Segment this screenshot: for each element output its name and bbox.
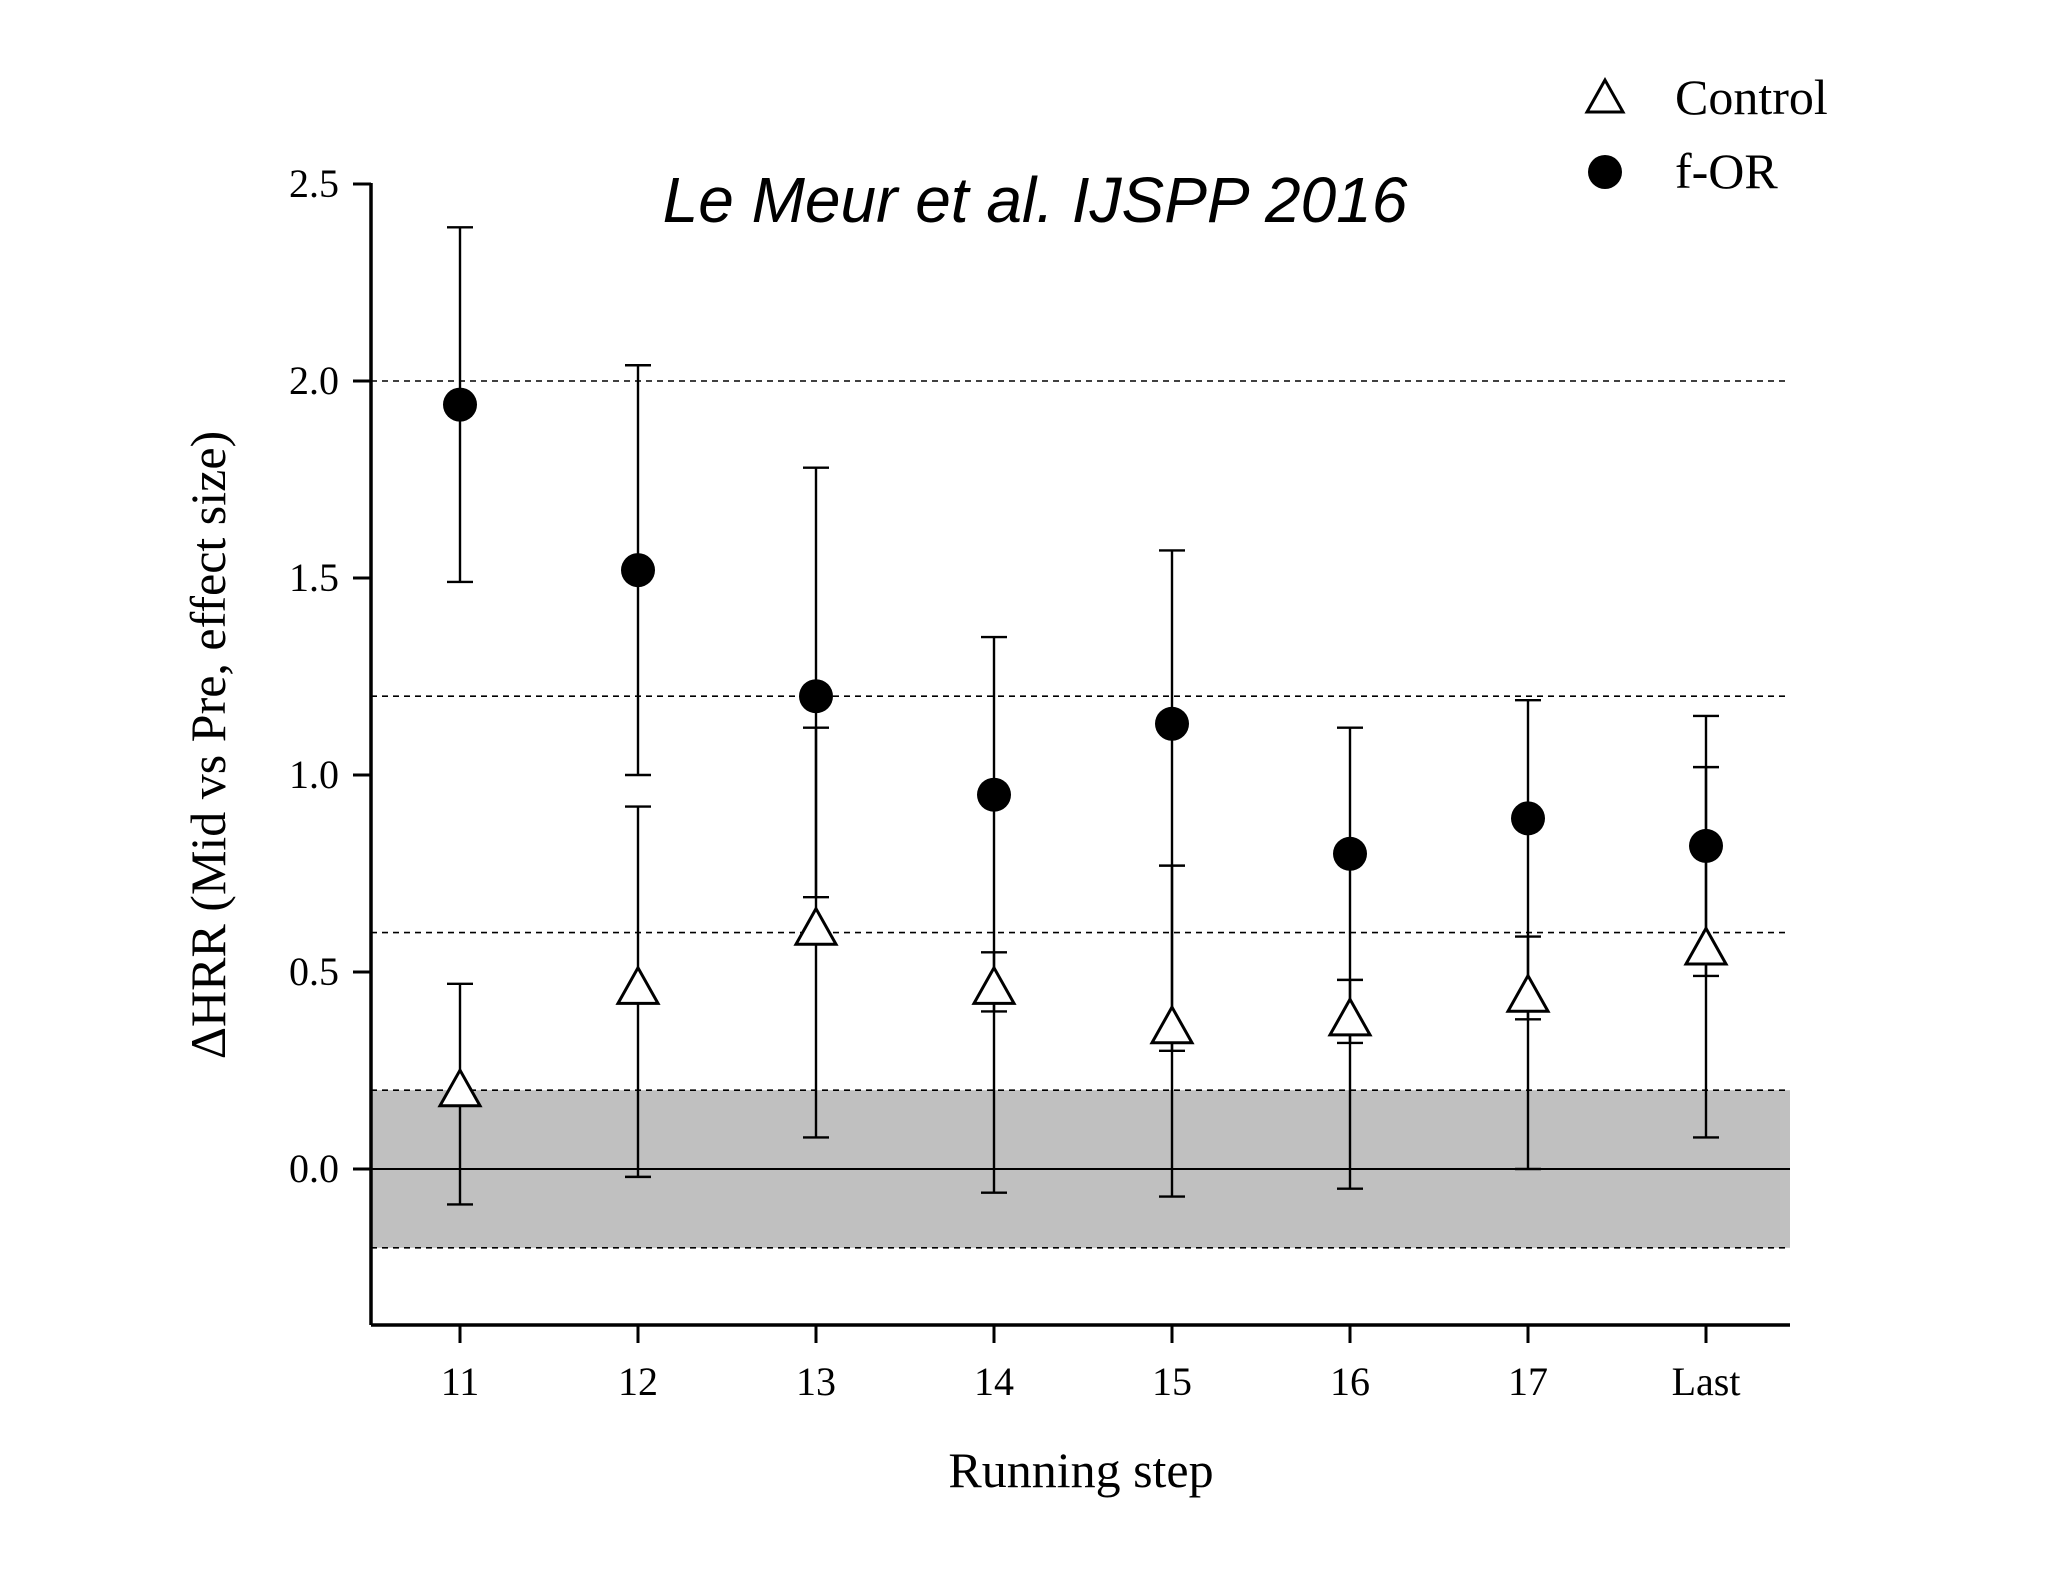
y-tick-label: 1.5 xyxy=(289,555,339,600)
x-tick-label: Last xyxy=(1672,1359,1741,1404)
y-tick-label: 1.0 xyxy=(289,752,339,797)
legend-label: Control xyxy=(1675,69,1828,125)
f-or-point xyxy=(621,553,655,588)
f-or-point xyxy=(799,679,833,714)
f-or-point xyxy=(1155,706,1189,741)
legend: Control f-OR xyxy=(1584,69,1828,199)
x-tick-label: 13 xyxy=(796,1359,836,1404)
x-tick-label: 17 xyxy=(1508,1359,1548,1404)
f-or-error-bar xyxy=(1515,698,1541,1021)
x-tick-label: 11 xyxy=(441,1359,480,1404)
control-point xyxy=(971,964,1017,1005)
control-point xyxy=(1149,1004,1195,1045)
legend-marker xyxy=(1588,155,1622,189)
f-or-point xyxy=(977,777,1011,812)
x-tick-label: 14 xyxy=(974,1359,1014,1404)
y-tick-label: 0.5 xyxy=(289,949,339,994)
f-or-point xyxy=(1689,828,1723,863)
f-or-point xyxy=(1333,836,1367,871)
y-axis-title: ΔHRR (Mid vs Pre, effect size) xyxy=(180,431,236,1059)
f-or-point xyxy=(443,387,477,422)
error-bars-layer xyxy=(447,226,1719,1206)
x-axis-title: Running step xyxy=(948,1442,1213,1498)
control-point xyxy=(793,905,839,946)
x-tick-label: 15 xyxy=(1152,1359,1192,1404)
control-point xyxy=(437,1067,483,1108)
legend-item-f-or: f-OR xyxy=(1588,143,1778,199)
legend-marker xyxy=(1584,76,1626,114)
y-tick-label: 0.0 xyxy=(289,1146,339,1191)
x-tick-label: 12 xyxy=(618,1359,658,1404)
f-or-error-bar xyxy=(1337,726,1363,1045)
axes-layer: 0.0 0.5 1.0 1.5 2.0 2.5 11 12 13 14 15 16 17 Last xyxy=(289,161,1790,1404)
control-point xyxy=(1683,925,1729,966)
markers-layer xyxy=(437,387,1729,1108)
x-tick-label: 16 xyxy=(1330,1359,1370,1404)
f-or-error-bar xyxy=(981,635,1007,1013)
f-or-error-bar xyxy=(1159,549,1185,1053)
control-point xyxy=(615,964,661,1005)
legend-item-control: Control xyxy=(1584,69,1828,125)
legend-label: f-OR xyxy=(1675,143,1778,199)
chart-title: Le Meur et al. IJSPP 2016 xyxy=(663,164,1408,236)
y-tick-label: 2.5 xyxy=(289,161,339,206)
reference-lines-layer xyxy=(371,380,1790,1249)
control-point xyxy=(1505,972,1551,1013)
control-point xyxy=(1327,996,1373,1037)
y-tick-label: 2.0 xyxy=(289,358,339,403)
f-or-point xyxy=(1511,801,1545,836)
